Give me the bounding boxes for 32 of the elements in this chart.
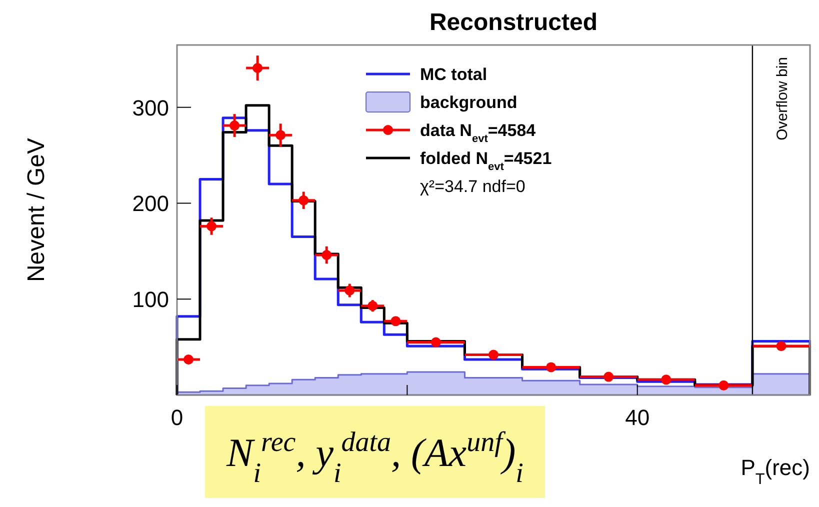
point bbox=[322, 250, 332, 260]
y-axis-title: Nevent / GeV bbox=[23, 138, 50, 282]
point bbox=[298, 195, 309, 206]
y-tick-label: 200 bbox=[132, 191, 169, 216]
chart-title: Reconstructed bbox=[429, 9, 598, 36]
point bbox=[661, 374, 672, 385]
point bbox=[276, 130, 286, 140]
point bbox=[344, 285, 355, 296]
legend-label: data N$_{evt}$=4584 bbox=[420, 121, 536, 145]
point bbox=[230, 120, 240, 131]
legend-label: MC total bbox=[420, 65, 488, 84]
x-tick-label: 0 bbox=[170, 405, 184, 430]
y-tick-label: 100 bbox=[132, 287, 169, 312]
point bbox=[390, 316, 401, 326]
point bbox=[718, 380, 729, 390]
point bbox=[488, 350, 498, 360]
annotation: χ²=34.7 ndf=0 bbox=[420, 177, 526, 196]
x-tick-label: 40 bbox=[625, 405, 650, 430]
legend-label: folded N$_{evt}$=4521 bbox=[420, 149, 552, 173]
text: N$_{i}$$^{rec}$, y$_{i}$$^{data}$, (Ax$^{unf}$)$_{i}$ bbox=[226, 426, 524, 488]
point bbox=[206, 221, 217, 232]
point bbox=[604, 372, 614, 382]
legend-label: background bbox=[420, 93, 518, 112]
point bbox=[184, 354, 194, 365]
point bbox=[252, 63, 263, 74]
x-axis-title: P$_{T}$(rec) bbox=[740, 455, 810, 488]
point bbox=[368, 300, 378, 311]
y-tick-label: 300 bbox=[132, 95, 169, 120]
point bbox=[430, 337, 441, 348]
point bbox=[546, 362, 556, 372]
point bbox=[776, 341, 786, 352]
ref-line-label: Overflow bin bbox=[774, 57, 792, 140]
